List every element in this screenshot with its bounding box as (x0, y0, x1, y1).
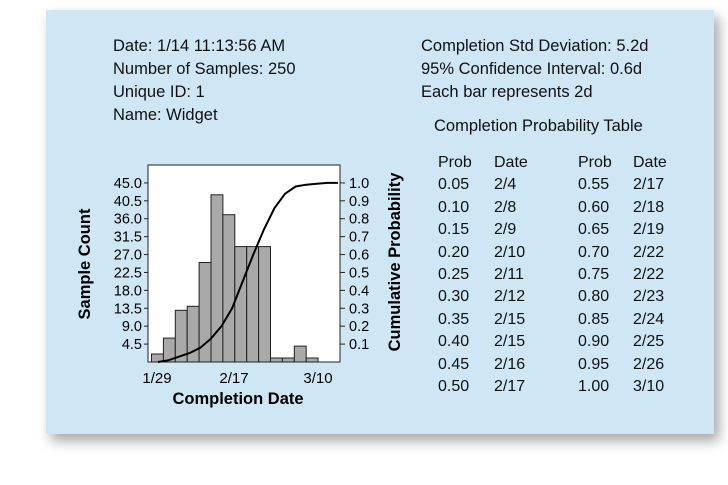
y2-tick-label: 0.1 (349, 337, 369, 353)
y-tick-label: 4.5 (122, 337, 142, 353)
y2-tick-label: 0.5 (349, 265, 369, 281)
prob-column-right: Prob 0.55 0.60 0.65 0.70 0.75 0.80 0.85 … (578, 152, 612, 398)
date-column-left: Date 2/4 2/8 2/9 2/10 2/11 2/12 2/15 2/1… (494, 152, 528, 398)
date-cell: 2/4 (494, 176, 517, 194)
histogram-bar (234, 246, 248, 363)
date-cell: 2/15 (494, 310, 526, 328)
y2-tick-label: 0.7 (349, 230, 369, 246)
x-tick-label: 1/29 (142, 370, 171, 387)
histogram-bar (293, 345, 307, 363)
x-axis: 1/29 2/17 3/10 (142, 370, 332, 387)
date-line: Date: 1/14 11:13:56 AM (113, 37, 286, 55)
date-header: Date (633, 154, 667, 171)
y2-tick-label: 0.6 (349, 248, 369, 264)
date-cell: 2/9 (494, 221, 517, 239)
info-left: Date: 1/14 11:13:56 AM Number of Samples… (113, 35, 296, 127)
y-tick-label: 18.0 (114, 283, 142, 299)
date-cell: 2/23 (633, 288, 665, 306)
std-deviation-line: Completion Std Deviation: 5.2d (421, 37, 649, 55)
histogram-bar (246, 246, 260, 363)
y-tick-label: 27.0 (114, 248, 142, 264)
date-cell: 2/12 (494, 288, 526, 306)
date-cell: 3/10 (633, 377, 665, 395)
probability-table-title: Completion Probability Table (434, 117, 643, 135)
y-tick-label: 31.5 (114, 230, 142, 246)
date-header: Date (494, 154, 528, 171)
confidence-interval-line: 95% Confidence Interval: 0.6d (421, 60, 643, 78)
cumulative-probability-line (157, 181, 338, 363)
unique-id-line: Unique ID: 1 (113, 83, 205, 101)
prob-cell: 0.80 (578, 288, 610, 306)
date-cell: 2/24 (633, 310, 665, 328)
prob-cell: 0.60 (578, 198, 610, 216)
date-cell: 2/25 (633, 333, 665, 351)
prob-cell: 0.85 (578, 310, 610, 328)
date-cell: 2/10 (494, 243, 526, 261)
prob-cell: 0.30 (438, 288, 470, 306)
prob-cell: 0.50 (438, 377, 470, 395)
prob-cell: 0.40 (438, 333, 470, 351)
date-cell: 2/16 (494, 355, 526, 373)
name-line: Name: Widget (113, 106, 218, 124)
prob-cell: 0.55 (578, 176, 610, 194)
date-cell: 2/17 (633, 176, 665, 194)
date-cell: 2/17 (494, 377, 526, 395)
prob-cell: 0.10 (438, 198, 470, 216)
prob-cell: 0.05 (438, 176, 470, 194)
y-axis-left: 4.5 9.0 13.5 18.0 22.527.0 31.5 36.0 40.5 45.0 (114, 176, 148, 353)
prob-cell: 0.75 (578, 265, 610, 283)
prob-column-left: Prob 0.05 0.10 0.15 0.20 0.25 0.30 0.35 … (438, 152, 472, 398)
samples-line: Number of Samples: 250 (113, 60, 296, 78)
y2-tick-label: 0.2 (349, 319, 369, 335)
prob-header: Prob (438, 154, 472, 171)
y-tick-label: 9.0 (122, 319, 142, 335)
date-cell: 2/22 (633, 265, 665, 283)
info-right: Completion Std Deviation: 5.2d 95% Confi… (421, 35, 648, 104)
x-tick-label: 2/17 (219, 370, 248, 387)
y2-tick-label: 0.4 (349, 283, 369, 299)
date-cell: 2/15 (494, 333, 526, 351)
prob-cell: 0.25 (438, 265, 470, 283)
histogram-bar (281, 357, 295, 363)
y-tick-label: 22.5 (114, 265, 142, 281)
bars (151, 194, 319, 363)
y2-tick-label: 1.0 (349, 176, 369, 192)
x-axis-label: Completion Date (172, 390, 303, 408)
date-column-right: Date 2/17 2/18 2/19 2/22 2/22 2/23 2/24 … (633, 152, 667, 398)
y2-tick-label: 0.8 (349, 212, 369, 228)
y-axis-right: 0.1 0.2 0.3 0.4 0.50.6 0.7 0.8 0.9 1.0 (340, 176, 369, 353)
date-cell: 2/11 (494, 265, 524, 283)
date-cell: 2/19 (633, 221, 665, 239)
prob-cell: 0.65 (578, 221, 610, 239)
prob-header: Prob (578, 154, 612, 171)
date-cell: 2/8 (494, 198, 517, 216)
prob-cell: 1.00 (578, 377, 610, 395)
y2-tick-label: 0.9 (349, 194, 369, 210)
y-tick-label: 13.5 (114, 301, 142, 317)
prob-cell: 0.20 (438, 243, 470, 261)
histogram-bar (305, 357, 319, 363)
y-axis-label: Sample Count (76, 208, 94, 319)
histogram-bar (258, 246, 272, 363)
histogram-bar (270, 357, 283, 363)
date-cell: 2/18 (633, 198, 665, 216)
y2-tick-label: 0.3 (349, 301, 369, 317)
y2-axis-label: Cumulative Probability (386, 172, 404, 352)
histogram-bar (222, 214, 236, 363)
prob-cell: 0.90 (578, 333, 610, 351)
x-tick-label: 3/10 (303, 370, 332, 387)
prob-cell: 0.70 (578, 243, 610, 261)
y-tick-label: 36.0 (114, 212, 142, 228)
prob-cell: 0.45 (438, 355, 470, 373)
bar-width-line: Each bar represents 2d (421, 83, 593, 101)
y-tick-label: 45.0 (114, 176, 142, 192)
date-cell: 2/22 (633, 243, 665, 261)
date-cell: 2/26 (633, 355, 665, 373)
prob-cell: 0.35 (438, 310, 470, 328)
prob-cell: 0.15 (438, 221, 470, 239)
y-tick-label: 40.5 (114, 194, 142, 210)
prob-cell: 0.95 (578, 355, 610, 373)
